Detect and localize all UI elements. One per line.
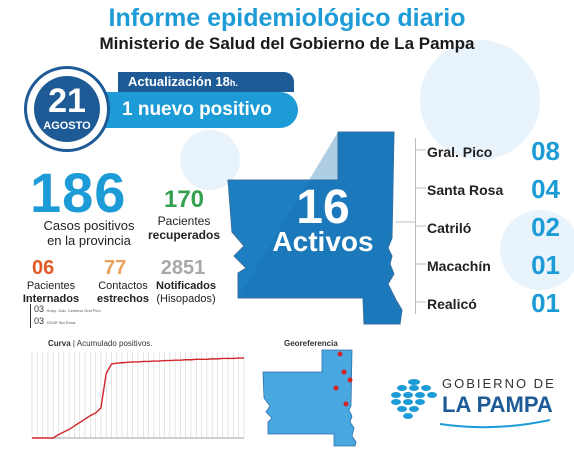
tested-label: Notificados (Hisopados) — [146, 280, 226, 306]
hospital-row: 03 CEAR Sta Rosa — [34, 316, 76, 326]
active-label: Activos — [272, 226, 374, 257]
locality-count: 02 — [531, 212, 560, 242]
tested-label-line2: (Hisopados) — [156, 293, 216, 305]
background-decoration — [500, 210, 574, 290]
locality-count: 01 — [531, 288, 560, 318]
locality-name: Santa Rosa — [427, 182, 504, 198]
province-map — [227, 131, 403, 325]
georef-point — [347, 377, 353, 383]
curve-title: Curva | Acumulado positivos. — [48, 339, 152, 348]
date-month: AGOSTO — [43, 120, 91, 132]
hospital-breakdown: 03 Hosp. Gob. Centeno Gral Pico 03 CEAR … — [30, 304, 101, 328]
curve-series-line — [32, 357, 244, 439]
locality-name: Realicó — [427, 296, 477, 312]
logo-text-top: GOBIERNO DE — [442, 376, 556, 391]
positives-label: Casos positivos en la provincia — [28, 218, 150, 248]
update-time-label: Actualización 18 — [128, 74, 230, 89]
contacts-count: 77 — [104, 257, 127, 279]
positives-label-line1: Casos positivos — [43, 218, 135, 233]
hospitalized-label-line1: Pacientes — [26, 280, 76, 292]
date-day: 21 — [48, 82, 86, 120]
localities-connector — [396, 149, 426, 303]
locality-count: 04 — [531, 174, 560, 204]
locality-count: 01 — [531, 250, 560, 280]
curve-chart — [31, 352, 245, 439]
recovered-label-line2: recuperados — [147, 228, 221, 242]
headline-band: 1 nuevo positivo — [100, 92, 298, 128]
logo-swoosh — [440, 419, 550, 429]
georef-title: Georeferencia — [284, 339, 338, 348]
tested-count: 2851 — [160, 257, 206, 279]
background-decoration — [420, 40, 540, 160]
date-badge: 21 AGOSTO — [24, 66, 110, 152]
georef-point — [333, 385, 339, 391]
locality-name: Catriló — [427, 220, 472, 236]
locality-name: Macachín — [427, 258, 491, 274]
contacts-label: Contactos estrechos — [88, 280, 158, 306]
georef-map — [262, 349, 357, 447]
government-logo-icon — [391, 379, 437, 419]
locality-name: Gral. Pico — [427, 144, 493, 160]
recovered-count: 170 — [163, 186, 205, 213]
curve-title-bold: Curva — [48, 339, 71, 348]
page-subtitle: Ministerio de Salud del Gobierno de La P… — [99, 34, 475, 53]
contacts-label-line2: estrechos — [97, 293, 149, 305]
headline-text: 1 nuevo positivo — [122, 99, 272, 120]
logo-text-bottom: LA PAMPA — [442, 392, 553, 417]
hospitalized-label: Pacientes Internados — [16, 280, 86, 306]
georef-point — [337, 351, 343, 357]
hospitalized-label-line2: Internados — [22, 293, 80, 305]
positives-count: 186 — [30, 161, 127, 224]
georef-point — [341, 369, 347, 375]
recovered-label-line1: Pacientes — [157, 214, 211, 228]
georef-point — [343, 401, 349, 407]
tested-label-line1: Notificados — [156, 280, 216, 292]
recovered-label: Pacientes recuperados — [138, 214, 230, 242]
contacts-label-line1: Contactos — [98, 280, 148, 292]
update-time-band: Actualización 18h. — [118, 72, 294, 92]
page-title: Informe epidemiológico diario — [108, 4, 466, 32]
active-count: 16 — [296, 181, 350, 234]
locality-count: 08 — [531, 136, 560, 166]
positives-label-line2: en la provincia — [47, 233, 131, 248]
hospitalized-count: 06 — [32, 257, 55, 279]
update-time-suffix: h. — [229, 78, 238, 88]
hospital-row: 03 Hosp. Gob. Centeno Gral Pico — [34, 304, 101, 314]
curve-title-rest: | Acumulado positivos. — [70, 339, 153, 348]
